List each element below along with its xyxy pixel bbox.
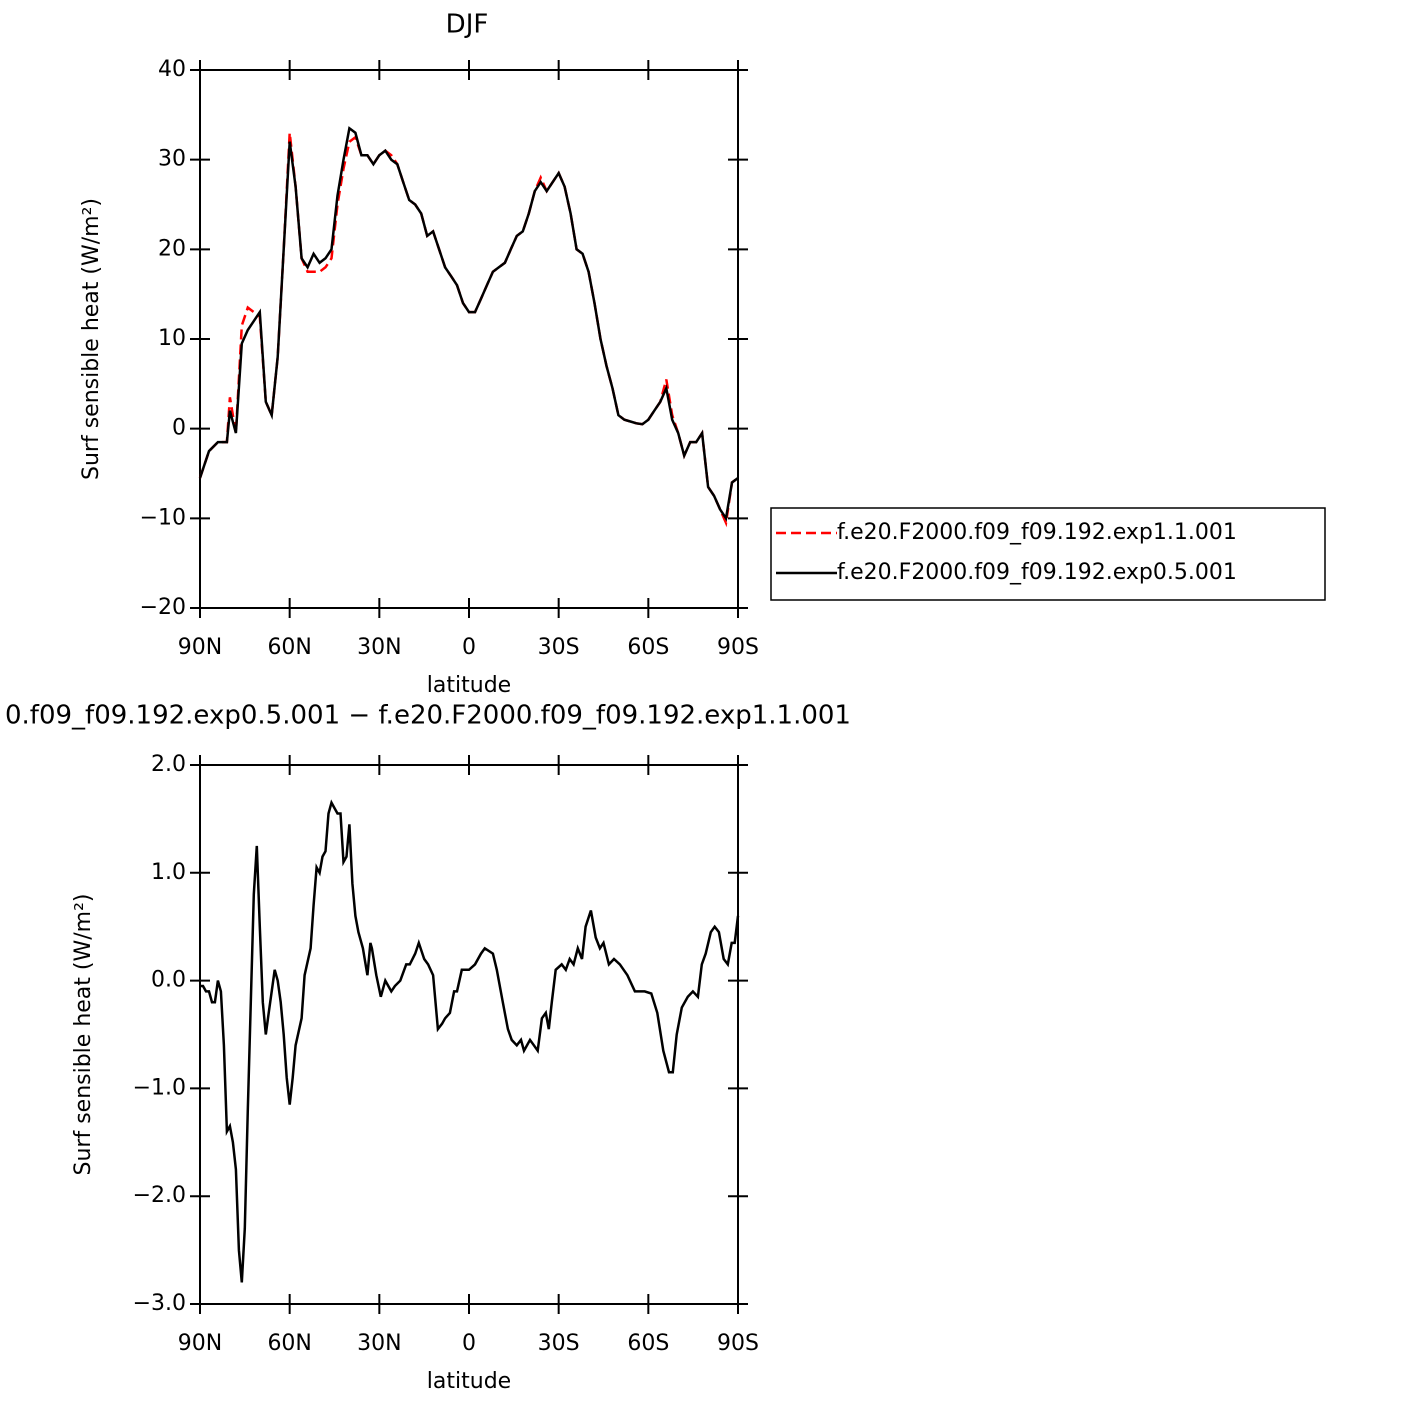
y-tick-label: −3.0 (133, 1291, 186, 1316)
y-tick-label: 1.0 (151, 860, 186, 885)
y-tick-label: 0.0 (151, 968, 186, 993)
y-tick-label: 40 (158, 57, 186, 82)
data-line (198, 126, 739, 522)
y-tick-label: −10 (140, 505, 186, 530)
x-tick-label: 90S (717, 635, 759, 660)
x-tick-label: 60N (267, 1331, 311, 1356)
x-tick-label: 30S (538, 635, 580, 660)
y-tick-label: 20 (158, 236, 186, 261)
x-tick-label: 30N (357, 635, 401, 660)
y-axis-label: Surf sensible heat (W/m²) (79, 198, 104, 480)
y-tick-label: −20 (140, 595, 186, 620)
legend-label: f.e20.F2000.f09_f09.192.exp1.1.001 (837, 520, 1237, 545)
y-tick-label: 2.0 (151, 752, 186, 777)
legend-box (770, 507, 1326, 601)
y-tick-label: −1.0 (133, 1075, 186, 1100)
x-tick-label: 90S (717, 1331, 759, 1356)
x-tick-label: 90N (178, 1331, 222, 1356)
plot-frame (199, 764, 739, 1305)
x-tick-label: 0 (462, 1331, 476, 1356)
x-tick-label: 90N (178, 635, 222, 660)
x-tick-label: 30N (357, 1331, 401, 1356)
x-tick-label: 60S (627, 635, 669, 660)
x-axis-label: latitude (427, 673, 511, 698)
x-tick-label: 60N (267, 635, 311, 660)
x-tick-label: 30S (538, 1331, 580, 1356)
y-tick-label: 10 (158, 326, 186, 351)
plot-frame (199, 69, 739, 609)
y-tick-label: 30 (158, 147, 186, 172)
x-axis-label: latitude (427, 1369, 511, 1394)
x-tick-label: 60S (627, 1331, 669, 1356)
x-tick-label: 0 (462, 635, 476, 660)
chart-title: 0.f09_f09.192.exp0.5.001 − f.e20.F2000.f… (5, 701, 851, 731)
y-tick-label: −2.0 (133, 1183, 186, 1208)
data-line (200, 799, 740, 1283)
y-axis-label: Surf sensible heat (W/m²) (71, 894, 96, 1176)
y-tick-label: 0 (172, 416, 186, 441)
data-line (198, 132, 739, 528)
legend-label: f.e20.F2000.f09_f09.192.exp0.5.001 (837, 560, 1237, 585)
chart-title: DJF (446, 10, 489, 40)
